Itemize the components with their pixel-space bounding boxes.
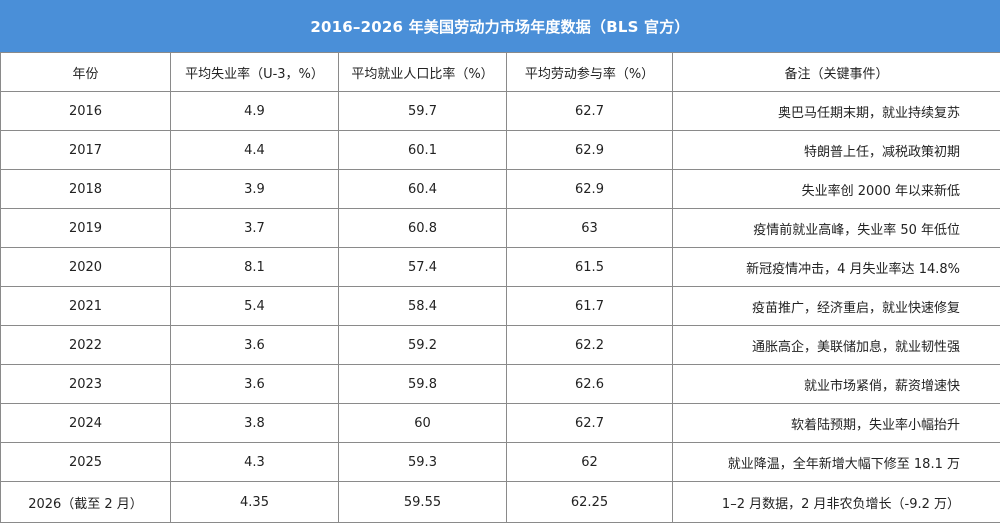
cell-unemployment: 3.7: [170, 208, 339, 248]
cell-participation: 62.7: [506, 91, 673, 131]
cell-unemployment: 5.4: [170, 286, 339, 326]
column-header-year: 年份: [0, 52, 171, 92]
cell-note: 通胀高企，美联储加息，就业韧性强: [672, 325, 1000, 365]
cell-employment-ratio: 59.55: [338, 481, 507, 523]
cell-note: 就业降温，全年新增大幅下修至 18.1 万: [672, 442, 1000, 482]
cell-participation: 62.25: [506, 481, 673, 523]
table-row: 2018 3.9 60.4 62.9 失业率创 2000 年以来新低: [0, 169, 1000, 209]
table-row: 2021 5.4 58.4 61.7 疫苗推广，经济重启，就业快速修复: [0, 286, 1000, 326]
cell-note: 新冠疫情冲击，4 月失业率达 14.8%: [672, 247, 1000, 287]
cell-employment-ratio: 60.4: [338, 169, 507, 209]
cell-employment-ratio: 59.8: [338, 364, 507, 404]
labor-market-table: 年份 平均失业率（U-3，%） 平均就业人口比率（%） 平均劳动参与率（%） 备…: [0, 52, 1000, 523]
cell-employment-ratio: 60.1: [338, 130, 507, 170]
cell-note: 疫情前就业高峰，失业率 50 年低位: [672, 208, 1000, 248]
cell-employment-ratio: 59.3: [338, 442, 507, 482]
cell-participation: 62.9: [506, 130, 673, 170]
table-row: 2019 3.7 60.8 63 疫情前就业高峰，失业率 50 年低位: [0, 208, 1000, 248]
table-row: 2026（截至 2 月） 4.35 59.55 62.25 1–2 月数据，2 月非农负…: [0, 481, 1000, 523]
title-bar: 2016–2026 年美国劳动力市场年度数据（BLS 官方）: [0, 0, 1000, 52]
column-header-employment-ratio: 平均就业人口比率（%）: [338, 52, 507, 92]
cell-year: 2022: [0, 325, 171, 365]
cell-unemployment: 3.9: [170, 169, 339, 209]
table-row: 2025 4.3 59.3 62 就业降温，全年新增大幅下修至 18.1 万: [0, 442, 1000, 482]
cell-employment-ratio: 60.8: [338, 208, 507, 248]
cell-participation: 62.7: [506, 403, 673, 443]
cell-participation: 62.9: [506, 169, 673, 209]
table-row: 2023 3.6 59.8 62.6 就业市场紧俏，薪资增速快: [0, 364, 1000, 404]
cell-unemployment: 4.4: [170, 130, 339, 170]
cell-year: 2026（截至 2 月）: [0, 481, 171, 523]
cell-unemployment: 3.8: [170, 403, 339, 443]
cell-unemployment: 4.35: [170, 481, 339, 523]
cell-participation: 62.2: [506, 325, 673, 365]
column-header-unemployment: 平均失业率（U-3，%）: [170, 52, 339, 92]
cell-participation: 62.6: [506, 364, 673, 404]
table-row: 2020 8.1 57.4 61.5 新冠疫情冲击，4 月失业率达 14.8%: [0, 247, 1000, 287]
cell-unemployment: 3.6: [170, 364, 339, 404]
cell-participation: 62: [506, 442, 673, 482]
cell-note: 失业率创 2000 年以来新低: [672, 169, 1000, 209]
cell-year: 2023: [0, 364, 171, 404]
table-body: 2016 4.9 59.7 62.7 奥巴马任期末期，就业持续复苏 2017 4.4 60.1…: [0, 91, 1000, 523]
cell-unemployment: 4.3: [170, 442, 339, 482]
cell-participation: 61.5: [506, 247, 673, 287]
header-row: 年份 平均失业率（U-3，%） 平均就业人口比率（%） 平均劳动参与率（%） 备…: [0, 52, 1000, 92]
cell-employment-ratio: 59.7: [338, 91, 507, 131]
cell-year: 2018: [0, 169, 171, 209]
cell-employment-ratio: 58.4: [338, 286, 507, 326]
cell-year: 2019: [0, 208, 171, 248]
cell-note: 软着陆预期，失业率小幅抬升: [672, 403, 1000, 443]
table-row: 2022 3.6 59.2 62.2 通胀高企，美联储加息，就业韧性强: [0, 325, 1000, 365]
cell-employment-ratio: 60: [338, 403, 507, 443]
cell-employment-ratio: 57.4: [338, 247, 507, 287]
cell-year: 2017: [0, 130, 171, 170]
cell-note: 特朗普上任，减税政策初期: [672, 130, 1000, 170]
column-header-note: 备注（关键事件）: [672, 52, 1000, 92]
table-row: 2016 4.9 59.7 62.7 奥巴马任期末期，就业持续复苏: [0, 91, 1000, 131]
cell-year: 2021: [0, 286, 171, 326]
cell-note: 就业市场紧俏，薪资增速快: [672, 364, 1000, 404]
cell-unemployment: 8.1: [170, 247, 339, 287]
cell-participation: 63: [506, 208, 673, 248]
cell-participation: 61.7: [506, 286, 673, 326]
cell-year: 2020: [0, 247, 171, 287]
cell-note: 1–2 月数据，2 月非农负增长（-9.2 万）: [672, 481, 1000, 523]
table-row: 2017 4.4 60.1 62.9 特朗普上任，减税政策初期: [0, 130, 1000, 170]
table-title: 2016–2026 年美国劳动力市场年度数据（BLS 官方）: [310, 17, 690, 36]
cell-year: 2025: [0, 442, 171, 482]
cell-year: 2024: [0, 403, 171, 443]
cell-unemployment: 4.9: [170, 91, 339, 131]
column-header-participation: 平均劳动参与率（%）: [506, 52, 673, 92]
cell-note: 奥巴马任期末期，就业持续复苏: [672, 91, 1000, 131]
cell-year: 2016: [0, 91, 171, 131]
cell-employment-ratio: 59.2: [338, 325, 507, 365]
cell-unemployment: 3.6: [170, 325, 339, 365]
table-row: 2024 3.8 60 62.7 软着陆预期，失业率小幅抬升: [0, 403, 1000, 443]
cell-note: 疫苗推广，经济重启，就业快速修复: [672, 286, 1000, 326]
